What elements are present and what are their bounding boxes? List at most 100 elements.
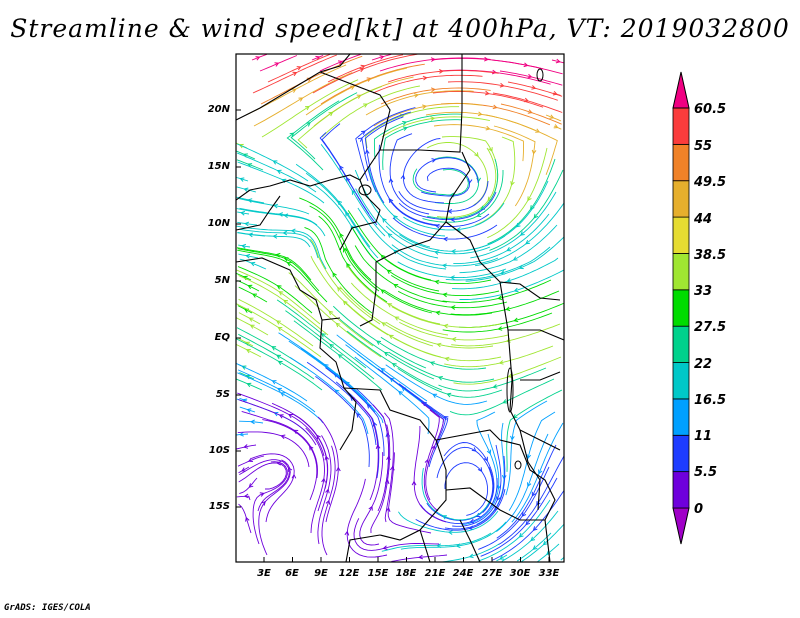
streamline-arrow [278, 212, 283, 217]
colorbar-band [672, 325, 690, 363]
streamline-arrow [507, 373, 513, 378]
streamline-arrow [238, 431, 244, 437]
streamline-arrow [286, 262, 292, 267]
colorbar-band [672, 471, 690, 509]
streamline-arrow [325, 488, 330, 494]
lon-label-33e: 33E [538, 568, 560, 579]
streamline [261, 79, 359, 138]
streamline-arrow [430, 87, 436, 93]
streamline-arrow [382, 217, 387, 223]
streamline-arrow [380, 367, 386, 373]
streamline-arrow [329, 343, 334, 349]
streamline-arrow [526, 454, 532, 460]
streamline-arrow [240, 210, 246, 216]
lon-label-6e: 6E [285, 568, 299, 579]
streamline-arrow [384, 479, 390, 485]
streamline [236, 196, 265, 204]
streamline-arrow [521, 512, 527, 517]
colorbar-label: 5.5 [694, 465, 718, 480]
streamline-arrow [552, 90, 558, 96]
colorbar-high-arrow [672, 71, 690, 109]
streamline-arrow [243, 493, 249, 499]
streamline [499, 70, 563, 86]
colorbar-band [672, 398, 690, 436]
streamline-arrow [243, 187, 249, 193]
streamline-arrow [274, 62, 280, 67]
streamline [237, 249, 328, 303]
streamline [436, 446, 494, 502]
streamline-arrow [320, 333, 326, 338]
streamline-arrow [290, 228, 296, 234]
streamline-arrow [276, 354, 282, 359]
streamline-arrow [434, 223, 440, 229]
streamline-arrow [249, 324, 255, 329]
streamline [236, 150, 256, 160]
streamline [237, 221, 258, 226]
streamline [506, 389, 563, 472]
streamline [252, 461, 288, 545]
streamline [236, 433, 249, 436]
streamline-arrow [388, 334, 394, 340]
streamline-arrow [289, 132, 295, 137]
streamline-arrow [328, 111, 334, 117]
streamline-arrow [486, 449, 492, 455]
streamline-arrow [296, 66, 302, 71]
streamline-arrow [525, 239, 530, 245]
streamline-arrow [515, 222, 521, 228]
colorbar-label: 60.5 [694, 102, 727, 117]
streamline-arrow [505, 306, 511, 312]
streamline-arrow [376, 340, 382, 345]
colorbar [672, 71, 690, 545]
lat-label-15s: 15S [208, 501, 230, 512]
streamline-arrow [280, 392, 286, 397]
streamline-arrow [501, 474, 507, 480]
streamline-arrow [451, 337, 457, 342]
footer-credit: GrADS: IGES/COLA [4, 603, 91, 613]
streamline [236, 338, 323, 391]
streamline-arrow [531, 85, 537, 90]
streamline [442, 543, 500, 562]
streamline-arrow [523, 62, 529, 68]
streamline-arrow [308, 445, 314, 451]
streamline-arrow [498, 360, 504, 365]
streamline [286, 100, 340, 171]
streamline [380, 87, 491, 105]
streamline-arrow [298, 97, 304, 102]
streamline-arrow [442, 236, 448, 242]
streamline-arrow [441, 515, 447, 520]
streamline-arrow [291, 473, 297, 479]
streamline-arrow [337, 286, 342, 292]
streamline-arrow [411, 480, 417, 486]
colorbar-label: 16.5 [694, 393, 727, 408]
streamline-arrow [535, 128, 541, 133]
country-borders [236, 54, 564, 562]
streamline-arrow [447, 530, 453, 535]
colorbar-band [672, 362, 690, 400]
lat-label-20n: 20N [207, 104, 230, 115]
streamline-arrow [283, 257, 289, 262]
streamline-arrow [350, 85, 356, 90]
streamline-arrow [306, 77, 312, 82]
streamline-arrow [433, 250, 439, 255]
streamline [305, 67, 408, 116]
streamline-arrow [381, 322, 387, 327]
streamline-arrow [422, 104, 428, 110]
lat-label-10n: 10N [207, 218, 230, 229]
streamline-arrow [339, 232, 344, 238]
streamline-arrow [418, 554, 423, 560]
streamline-arrow [276, 285, 282, 290]
streamline-arrow [345, 211, 350, 217]
streamline-arrow [387, 303, 393, 308]
streamline-arrow [291, 88, 297, 93]
streamline-arrow [400, 174, 406, 180]
streamline-arrow [241, 243, 247, 249]
lon-label-27e: 27E [481, 568, 503, 579]
lon-ticks [263, 557, 550, 562]
lon-label-24e: 24E [452, 568, 474, 579]
colorbar-label: 38.5 [694, 248, 727, 263]
streamline-arrow [276, 460, 282, 466]
colorbar-band [672, 289, 690, 327]
streamline [236, 177, 249, 182]
streamline-arrow [527, 73, 533, 79]
